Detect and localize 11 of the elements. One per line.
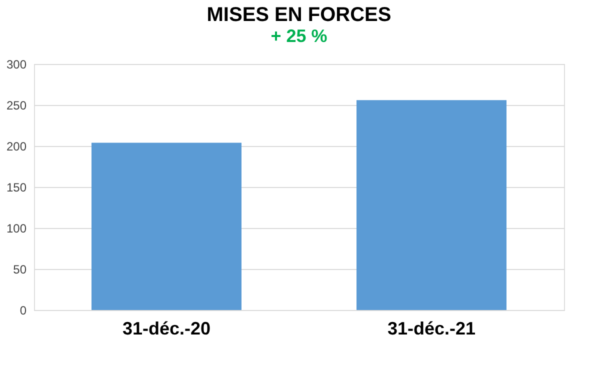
x-tick-label: 31-déc.-21 — [387, 318, 476, 338]
y-tick-label: 200 — [6, 140, 27, 154]
y-tick-label: 50 — [13, 262, 27, 276]
chart-subtitle: + 25 % — [270, 26, 328, 46]
y-tick-label: 150 — [6, 180, 27, 194]
y-tick-label: 100 — [6, 222, 27, 236]
y-tick-label: 300 — [6, 58, 27, 72]
chart-title: MISES EN FORCES — [206, 4, 392, 26]
y-tick-label: 0 — [20, 304, 27, 318]
y-tick-label: 250 — [6, 98, 27, 112]
x-tick-label: 31-déc.-20 — [122, 318, 211, 338]
